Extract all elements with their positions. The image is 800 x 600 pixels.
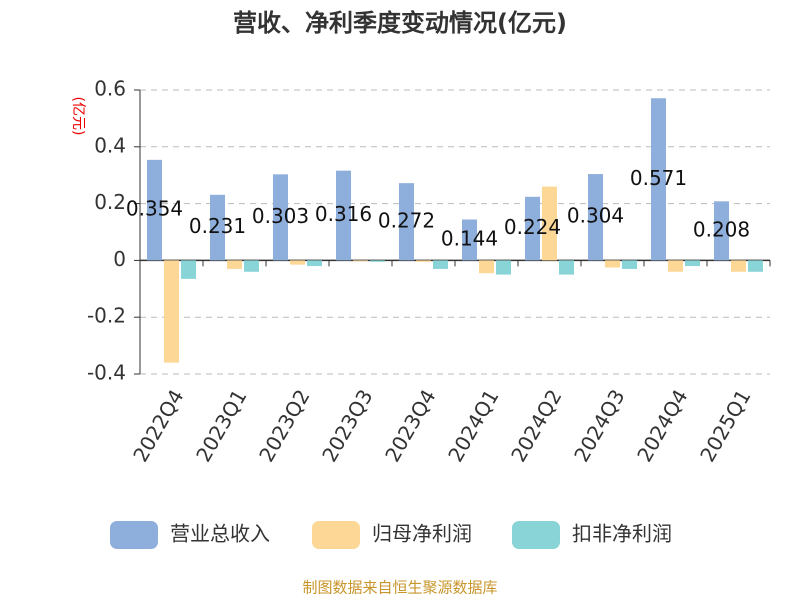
bar: [542, 186, 557, 261]
x-tick-label: 2023Q3: [317, 385, 377, 466]
source-note: 制图数据来自恒生聚源数据库: [302, 579, 497, 597]
x-tick-label: 2022Q4: [128, 385, 188, 466]
bar: [731, 260, 746, 272]
data-label: 0.316: [315, 202, 372, 226]
bar: [605, 260, 620, 268]
data-label: 0.231: [189, 214, 246, 238]
legend-swatch: [110, 521, 158, 549]
x-tick-label: 2023Q2: [254, 385, 314, 466]
x-tick-label: 2025Q1: [695, 385, 755, 466]
bar: [290, 260, 305, 265]
chart-title: 营收、净利季度变动情况(亿元): [233, 9, 567, 37]
bar: [353, 260, 368, 262]
bar: [164, 260, 179, 363]
bar: [622, 260, 637, 269]
legend-swatch: [512, 521, 560, 549]
bar: [370, 260, 385, 262]
x-tick-label: 2024Q2: [506, 385, 566, 466]
data-label: 0.224: [504, 215, 561, 239]
bar: [244, 260, 259, 272]
bar: [685, 260, 700, 267]
x-tick-label: 2023Q4: [380, 385, 440, 466]
data-label: 0.208: [693, 217, 750, 241]
data-label: 0.144: [441, 226, 498, 250]
data-label: 0.303: [252, 204, 309, 228]
x-tick-label: 2024Q1: [443, 385, 503, 466]
bar: [273, 174, 288, 261]
x-tick-label: 2024Q4: [632, 385, 692, 466]
bar: [748, 260, 763, 272]
y-tick-label: 0.4: [94, 133, 126, 157]
y-axis-label: (亿元): [70, 97, 86, 136]
y-tick-label: -0.2: [87, 304, 126, 328]
bar: [479, 260, 494, 274]
bar: [336, 170, 351, 261]
x-tick-label: 2023Q1: [191, 385, 251, 466]
legend-label: 归母净利润: [372, 522, 472, 546]
bar: [651, 98, 666, 261]
y-tick-label: 0: [113, 247, 126, 271]
bar: [714, 201, 729, 261]
y-tick-label: 0.2: [94, 190, 126, 214]
y-tick-label: 0.6: [94, 77, 126, 101]
bar: [147, 159, 162, 261]
data-label: 0.571: [630, 166, 687, 190]
bar: [307, 260, 322, 267]
legend-swatch: [312, 521, 360, 549]
bar: [181, 260, 196, 279]
data-label: 0.304: [567, 204, 624, 228]
bar: [462, 219, 477, 261]
bar: [210, 194, 225, 261]
bar: [559, 260, 574, 275]
y-tick-label: -0.4: [87, 361, 126, 385]
bar: [227, 260, 242, 269]
bar: [588, 174, 603, 261]
bar: [668, 260, 683, 272]
data-label: 0.272: [378, 208, 435, 232]
bar: [416, 260, 431, 262]
bar: [433, 260, 448, 269]
legend-label: 营业总收入: [170, 522, 270, 546]
data-label: 0.354: [126, 197, 183, 221]
x-tick-label: 2024Q3: [569, 385, 629, 466]
legend-label: 扣非净利润: [572, 522, 672, 546]
bar: [496, 260, 511, 275]
bar: [525, 196, 540, 261]
bar: [399, 183, 414, 261]
